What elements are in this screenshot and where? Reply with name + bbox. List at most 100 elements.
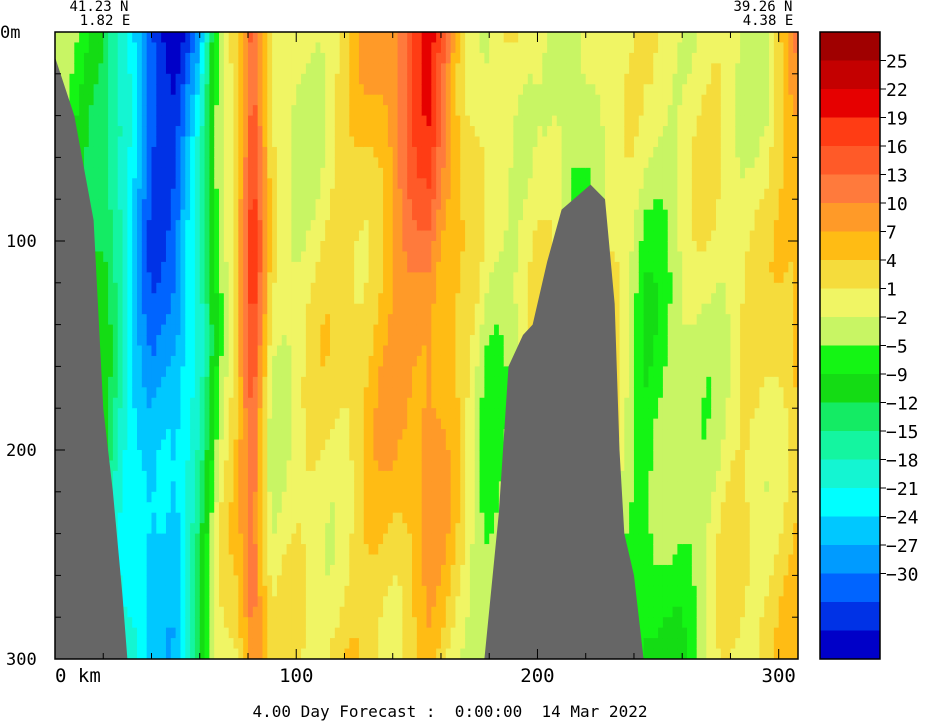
field-cell: [310, 408, 317, 420]
field-cell: [310, 627, 317, 639]
field-cell: [291, 470, 297, 482]
field-cell: [378, 42, 384, 54]
field-cell: [257, 397, 264, 409]
field-cell: [214, 397, 220, 409]
field-cell: [223, 282, 230, 294]
field-cell: [455, 32, 461, 44]
field-cell: [286, 397, 292, 409]
field-cell: [74, 94, 80, 106]
field-cell: [272, 617, 278, 629]
field-cell: [223, 230, 230, 242]
field-cell: [257, 533, 264, 545]
field-cell: [436, 52, 442, 64]
field-cell: [262, 648, 268, 659]
field-cell: [228, 126, 235, 138]
field-cell: [368, 450, 375, 462]
field-cell: [252, 491, 259, 503]
field-cell: [407, 32, 413, 44]
field-cell: [127, 481, 133, 493]
field-cell: [161, 63, 167, 75]
field-cell: [204, 63, 210, 75]
field-cell: [325, 638, 331, 650]
field-cell: [190, 387, 196, 399]
field-cell: [363, 73, 370, 85]
field-cell: [137, 460, 143, 472]
field-cell: [204, 136, 210, 148]
field-cell: [228, 429, 235, 441]
field-cell: [204, 366, 210, 378]
field-cell: [165, 408, 172, 420]
field-cell: [315, 261, 321, 273]
field-cell: [383, 638, 389, 650]
field-cell: [445, 617, 452, 629]
field-cell: [450, 199, 457, 211]
field-cell: [383, 230, 389, 242]
field-cell: [330, 481, 336, 493]
field-cell: [368, 585, 375, 597]
field-cell: [272, 523, 278, 535]
field-cell: [108, 157, 114, 169]
field-cell: [383, 293, 389, 305]
field-cell: [373, 627, 379, 639]
field-cell: [320, 157, 326, 169]
field-cell: [334, 136, 341, 148]
field-cell: [98, 209, 104, 221]
field-cell: [252, 241, 259, 253]
field-cell: [262, 126, 268, 138]
field-cell: [228, 564, 235, 576]
field-cell: [387, 596, 394, 608]
field-cell: [141, 335, 148, 347]
field-cell: [397, 324, 403, 336]
field-cell: [247, 596, 254, 608]
field-cell: [276, 585, 283, 597]
field-cell: [209, 450, 215, 462]
field-cell: [132, 575, 138, 587]
field-cell: [214, 52, 220, 64]
field-cell: [325, 63, 331, 75]
field-cell: [151, 167, 157, 179]
field-cell: [132, 387, 138, 399]
field-cell: [421, 157, 428, 169]
field-cell: [301, 115, 307, 127]
field-cell: [127, 115, 133, 127]
field-cell: [257, 199, 264, 211]
field-cell: [233, 408, 239, 420]
field-cell: [127, 42, 133, 54]
field-cell: [194, 42, 201, 54]
field-cell: [98, 355, 104, 367]
field-cell: [286, 481, 292, 493]
field-cell: [412, 220, 418, 232]
field-cell: [339, 157, 346, 169]
field-cell: [378, 52, 384, 64]
field-cell: [412, 136, 418, 148]
field-cell: [132, 42, 138, 54]
field-cell: [190, 157, 196, 169]
field-cell: [416, 470, 423, 482]
field-cell: [132, 418, 138, 430]
field-cell: [204, 533, 210, 545]
field-cell: [315, 303, 321, 315]
field-cell: [223, 418, 230, 430]
field-cell: [132, 293, 138, 305]
field-cell: [185, 512, 191, 524]
field-cell: [397, 209, 403, 221]
field-cell: [310, 178, 317, 190]
field-cell: [426, 450, 432, 462]
field-cell: [383, 648, 389, 659]
field-cell: [416, 136, 423, 148]
field-cell: [387, 105, 394, 117]
field-cell: [315, 439, 321, 451]
field-cell: [310, 293, 317, 305]
field-cell: [363, 282, 370, 294]
field-cell: [214, 115, 220, 127]
field-cell: [305, 188, 312, 200]
field-cell: [421, 220, 428, 232]
field-cell: [190, 303, 196, 315]
field-cell: [354, 335, 360, 347]
field-cell: [286, 533, 292, 545]
field-cell: [272, 220, 278, 232]
field-cell: [310, 230, 317, 242]
field-cell: [272, 42, 278, 54]
field-cell: [301, 303, 307, 315]
field-cell: [132, 199, 138, 211]
